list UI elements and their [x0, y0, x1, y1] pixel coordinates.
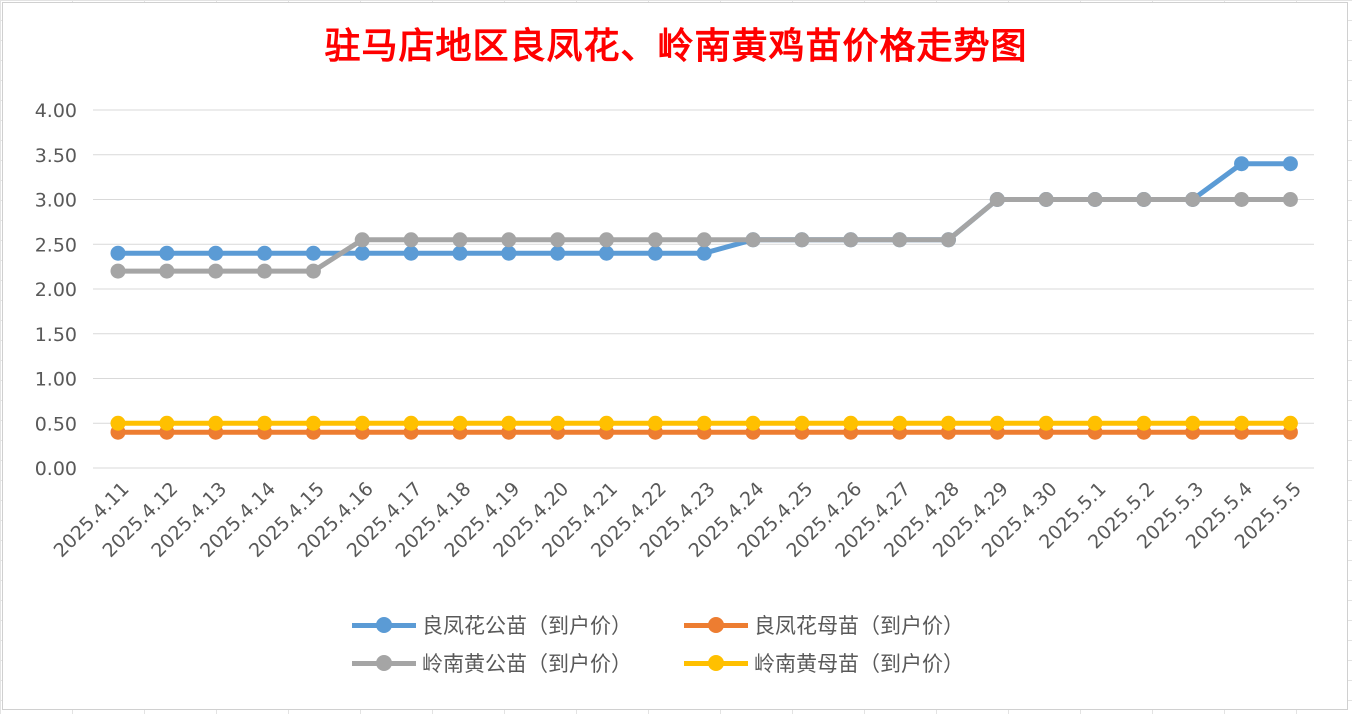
data-point: [794, 232, 810, 248]
y-tick-label: 2.00: [35, 279, 77, 301]
data-point: [1136, 192, 1152, 207]
legend-label: 良凤花母苗（到户价）: [754, 614, 964, 638]
legend-item[interactable]: 良凤花母苗（到户价）: [684, 612, 1014, 638]
legend-swatch: [352, 612, 416, 638]
data-point: [354, 232, 370, 248]
data-point: [550, 415, 566, 431]
y-tick-label: 2.50: [35, 234, 77, 256]
series-group: [110, 415, 1298, 431]
data-point: [110, 415, 126, 431]
data-point: [599, 245, 614, 261]
data-point: [159, 245, 175, 261]
data-point: [305, 415, 321, 431]
legend-item[interactable]: 岭南黄母苗（到户价）: [684, 650, 1014, 676]
data-point: [1136, 415, 1152, 431]
data-point: [843, 232, 859, 248]
series-group: [110, 192, 1298, 279]
data-point: [550, 232, 566, 248]
data-point: [1185, 415, 1201, 431]
data-point: [501, 415, 517, 431]
legend: 良凤花公苗（到户价） 良凤花母苗（到户价） 岭南黄公苗（到户价） 岭南黄母苗（到…: [352, 612, 1052, 676]
data-point: [599, 415, 614, 431]
data-point: [940, 415, 956, 431]
data-point: [1185, 192, 1201, 207]
data-point: [940, 232, 956, 248]
data-point: [647, 245, 663, 261]
data-point: [403, 245, 419, 261]
chart-title: 驻马店地区良凤花、岭南黄鸡苗价格走势图: [324, 25, 1028, 67]
data-point: [208, 263, 224, 279]
gridlines: [93, 109, 1314, 469]
data-point: [647, 415, 663, 431]
data-point: [1087, 192, 1103, 207]
data-point: [452, 245, 468, 261]
data-point: [1282, 192, 1298, 207]
data-point: [208, 415, 224, 431]
data-point: [550, 245, 566, 261]
data-point: [257, 263, 273, 279]
data-point: [794, 415, 810, 431]
data-point: [892, 232, 908, 248]
y-tick-label: 4.00: [35, 100, 77, 122]
data-point: [403, 415, 419, 431]
legend-label: 岭南黄公苗（到户价）: [422, 652, 632, 676]
data-point: [159, 415, 175, 431]
data-point: [696, 232, 712, 248]
y-tick-label: 0.00: [35, 458, 77, 480]
data-point: [1038, 192, 1054, 207]
data-point: [305, 263, 321, 279]
legend-label: 岭南黄母苗（到户价）: [754, 652, 964, 676]
legend-swatch: [684, 612, 748, 638]
legend-swatch: [352, 650, 416, 676]
y-tick-label: 0.50: [35, 413, 77, 435]
data-point: [354, 245, 370, 261]
data-point: [354, 415, 370, 431]
data-point: [1282, 415, 1298, 431]
y-tick-label: 1.00: [35, 369, 77, 391]
data-point: [647, 232, 663, 248]
series-lines: [110, 156, 1298, 440]
data-point: [452, 415, 468, 431]
data-point: [110, 263, 126, 279]
data-point: [745, 415, 761, 431]
data-point: [989, 415, 1005, 431]
legend-item[interactable]: 良凤花公苗（到户价）: [352, 612, 684, 638]
legend-item[interactable]: 岭南黄公苗（到户价）: [352, 650, 684, 676]
data-point: [1087, 415, 1103, 431]
data-point: [1234, 156, 1250, 172]
data-point: [501, 245, 517, 261]
y-tick-label: 3.00: [35, 190, 77, 212]
y-tick-label: 3.50: [35, 145, 77, 167]
data-point: [1234, 415, 1250, 431]
data-point: [501, 232, 517, 248]
data-point: [257, 245, 273, 261]
data-point: [989, 192, 1005, 207]
data-point: [696, 245, 712, 261]
data-point: [452, 232, 468, 248]
data-point: [208, 245, 224, 261]
y-tick-label: 1.50: [35, 324, 77, 346]
data-point: [1282, 156, 1298, 172]
data-point: [1038, 415, 1054, 431]
data-point: [696, 415, 712, 431]
data-point: [1234, 192, 1250, 207]
x-axis-ticks: 2025.4.112025.4.122025.4.132025.4.142025…: [50, 478, 1306, 562]
y-axis-ticks: 0.00 0.50 1.00 1.50 2.00 2.50 3.00 3.50 4.00: [35, 100, 77, 480]
data-point: [599, 232, 614, 248]
data-point: [159, 263, 175, 279]
data-point: [110, 245, 126, 261]
legend-swatch: [684, 650, 748, 676]
legend-label: 良凤花公苗（到户价）: [422, 614, 632, 638]
data-point: [843, 415, 859, 431]
data-point: [305, 245, 321, 261]
data-point: [257, 415, 273, 431]
data-point: [892, 415, 908, 431]
data-point: [403, 232, 419, 248]
data-point: [745, 232, 761, 248]
